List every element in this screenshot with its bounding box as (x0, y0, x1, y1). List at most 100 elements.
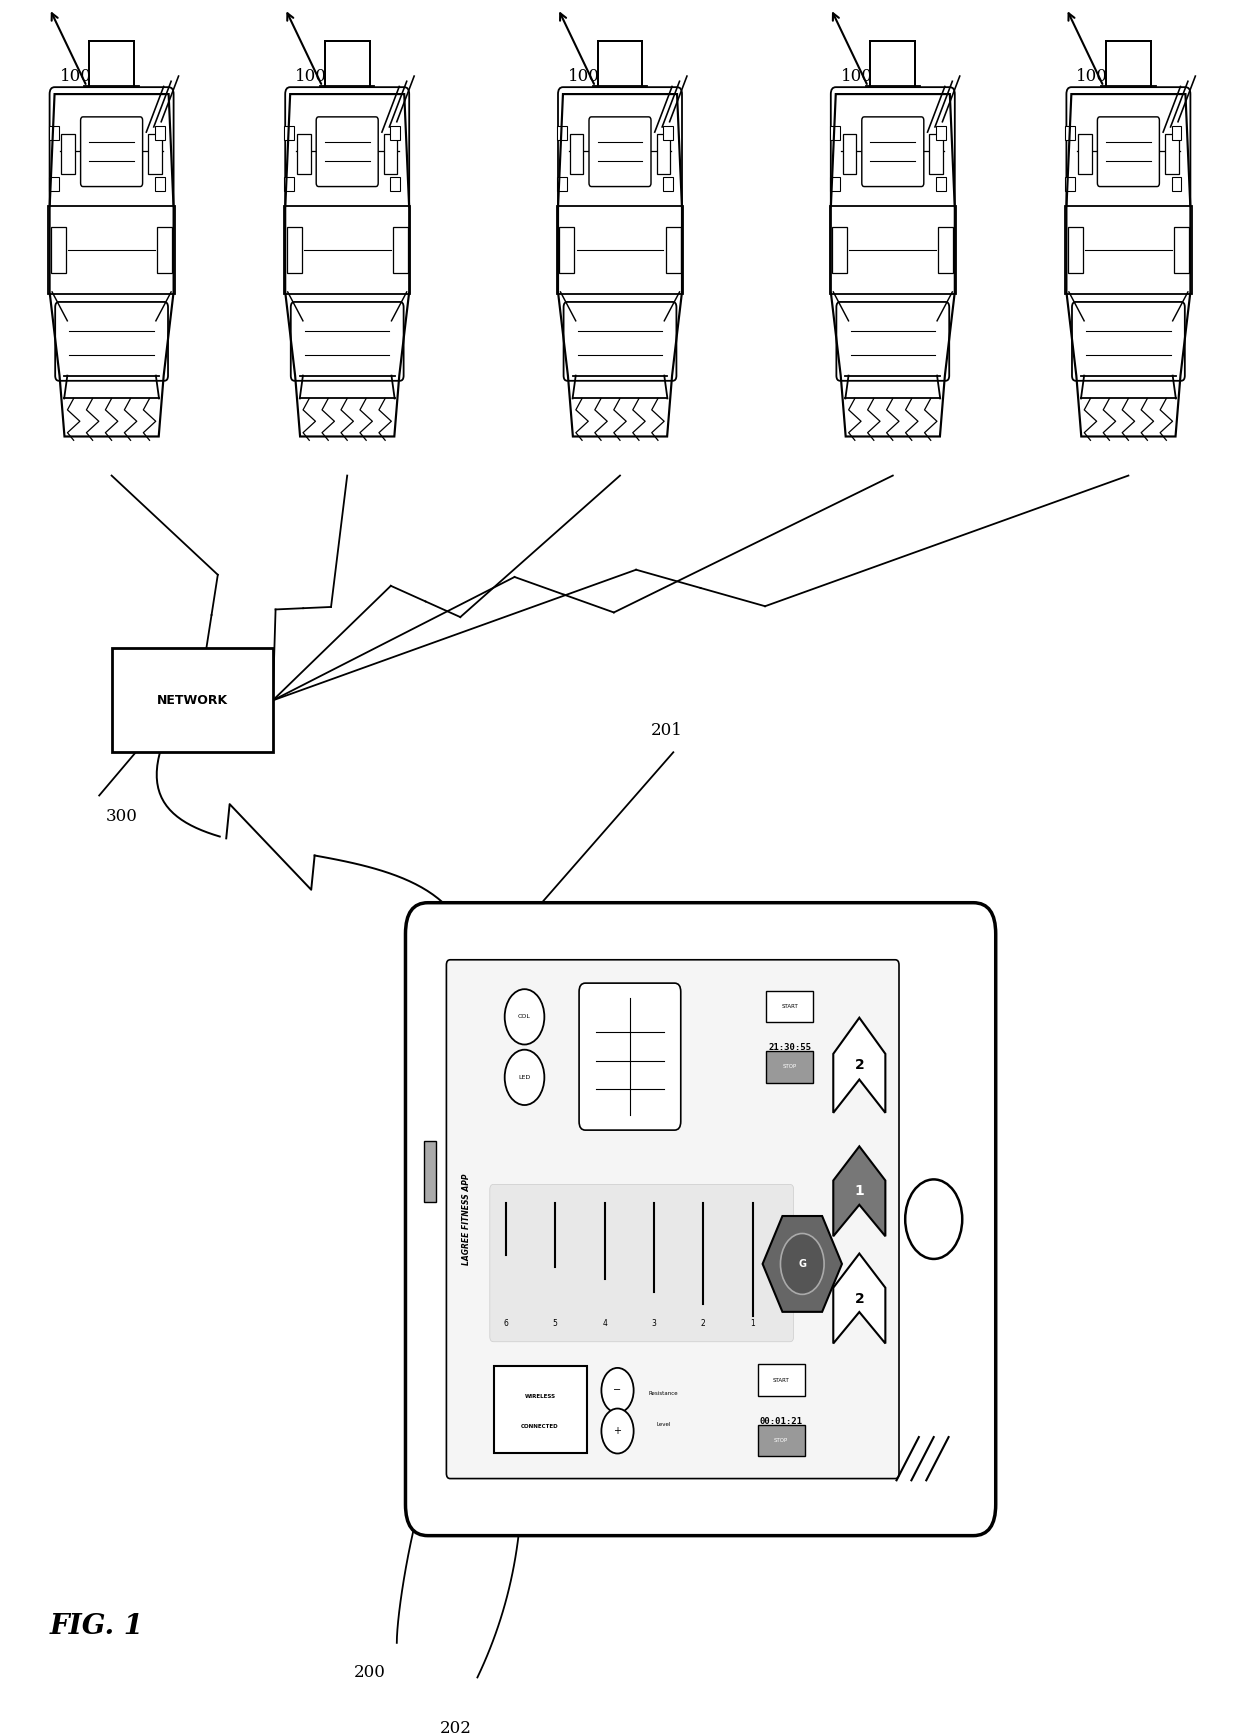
Bar (48, 127, 58, 139)
Bar (284, 177, 294, 191)
Text: LAGREE FITNESS APP: LAGREE FITNESS APP (461, 1174, 471, 1266)
Circle shape (505, 1050, 544, 1106)
Text: STOP: STOP (782, 1064, 797, 1069)
Bar (383, 134, 397, 174)
Text: 100: 100 (568, 68, 600, 85)
FancyBboxPatch shape (579, 983, 681, 1130)
FancyBboxPatch shape (831, 87, 955, 215)
Text: 00:01:21: 00:01:21 (760, 1417, 802, 1425)
FancyBboxPatch shape (557, 207, 683, 293)
Text: 2: 2 (854, 1059, 864, 1073)
Bar (1174, 227, 1189, 274)
FancyBboxPatch shape (589, 116, 651, 186)
Text: START: START (773, 1377, 790, 1382)
Bar (766, 1052, 813, 1083)
Bar (570, 134, 584, 174)
FancyBboxPatch shape (1071, 302, 1184, 380)
FancyBboxPatch shape (836, 302, 950, 380)
Polygon shape (763, 1215, 842, 1312)
Bar (557, 177, 567, 191)
Bar (1172, 127, 1182, 139)
Circle shape (505, 990, 544, 1045)
Bar (391, 177, 401, 191)
Text: 200: 200 (353, 1665, 386, 1682)
Text: Resistance: Resistance (649, 1391, 678, 1396)
Bar (424, 1141, 436, 1201)
Text: START: START (781, 1003, 799, 1009)
Text: 3: 3 (651, 1319, 656, 1328)
Circle shape (601, 1408, 634, 1453)
Bar (62, 134, 76, 174)
Bar (939, 227, 954, 274)
Text: 201: 201 (651, 722, 683, 740)
Polygon shape (833, 1017, 885, 1113)
Bar (929, 134, 942, 174)
FancyBboxPatch shape (1065, 207, 1192, 293)
FancyBboxPatch shape (55, 302, 169, 380)
Polygon shape (833, 1253, 885, 1344)
Bar (391, 127, 401, 139)
FancyBboxPatch shape (1097, 116, 1159, 186)
FancyBboxPatch shape (830, 207, 956, 293)
Text: FIG. 1: FIG. 1 (50, 1613, 144, 1641)
FancyBboxPatch shape (284, 207, 410, 293)
FancyBboxPatch shape (862, 116, 924, 186)
Bar (494, 1366, 587, 1453)
Bar (286, 227, 301, 274)
Text: 2: 2 (701, 1319, 706, 1328)
FancyBboxPatch shape (316, 116, 378, 186)
Text: 100: 100 (1076, 68, 1109, 85)
Circle shape (601, 1368, 634, 1413)
Text: 300: 300 (105, 809, 138, 825)
Bar (843, 134, 857, 174)
Text: STOP: STOP (774, 1437, 789, 1443)
Bar (1079, 134, 1092, 174)
Text: 1: 1 (854, 1184, 864, 1198)
FancyBboxPatch shape (446, 960, 899, 1479)
Bar (155, 127, 165, 139)
Bar (936, 177, 946, 191)
Bar (758, 1425, 805, 1457)
Text: WIRELESS: WIRELESS (525, 1394, 556, 1399)
Text: G: G (799, 1259, 806, 1269)
Text: 100: 100 (295, 68, 327, 85)
Bar (393, 227, 408, 274)
Bar (1068, 227, 1083, 274)
FancyBboxPatch shape (285, 87, 409, 215)
Bar (48, 177, 58, 191)
Bar (656, 134, 670, 174)
Bar (51, 227, 66, 274)
Bar (1065, 127, 1075, 139)
Bar (284, 127, 294, 139)
FancyBboxPatch shape (563, 302, 677, 380)
Text: 202: 202 (440, 1720, 472, 1736)
Bar (559, 227, 574, 274)
Text: 5: 5 (553, 1319, 558, 1328)
Bar (148, 134, 161, 174)
Bar (666, 227, 681, 274)
Bar (936, 127, 946, 139)
FancyBboxPatch shape (1066, 87, 1190, 215)
FancyBboxPatch shape (558, 87, 682, 215)
Text: 21:30:55: 21:30:55 (769, 1043, 811, 1052)
Text: −: − (614, 1385, 621, 1396)
Text: COL: COL (518, 1014, 531, 1019)
FancyBboxPatch shape (48, 207, 175, 293)
FancyBboxPatch shape (81, 116, 143, 186)
Text: LED: LED (518, 1075, 531, 1080)
Bar (830, 177, 839, 191)
Text: 100: 100 (841, 68, 873, 85)
Bar (112, 649, 273, 752)
Bar (1172, 177, 1182, 191)
Bar (1065, 177, 1075, 191)
Bar (766, 991, 813, 1023)
Bar (663, 177, 673, 191)
FancyBboxPatch shape (490, 1184, 794, 1342)
Bar (157, 227, 172, 274)
Text: 2: 2 (854, 1292, 864, 1305)
Bar (832, 227, 847, 274)
Text: +: + (614, 1425, 621, 1436)
FancyBboxPatch shape (405, 903, 996, 1536)
Bar (155, 177, 165, 191)
Text: CONNECTED: CONNECTED (521, 1424, 559, 1429)
